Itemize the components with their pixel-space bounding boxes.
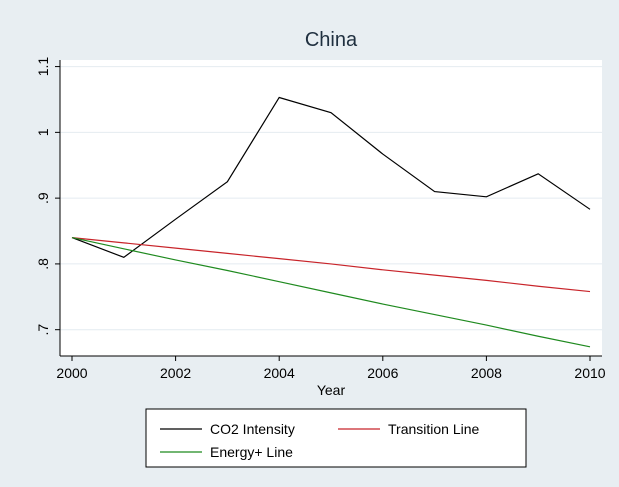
plot-area	[60, 60, 602, 356]
y-tick-label: .7	[35, 324, 51, 336]
x-tick-label: 2010	[574, 365, 605, 381]
legend-box	[146, 409, 526, 467]
legend-label: Energy+ Line	[210, 444, 293, 460]
legend-label: Transition Line	[388, 421, 480, 437]
x-axis-label: Year	[317, 382, 346, 398]
x-tick-label: 2002	[160, 365, 191, 381]
y-tick-label: .8	[35, 258, 51, 270]
legend-label: CO2 Intensity	[210, 421, 295, 437]
x-tick-label: 2000	[56, 365, 87, 381]
x-tick-label: 2008	[471, 365, 502, 381]
legend: CO2 Intensity Transition Line Energy+ Line	[146, 409, 526, 467]
y-tick-label: 1.1	[35, 57, 51, 77]
y-tick-label: 1	[35, 128, 51, 136]
y-tick-label: .9	[35, 192, 51, 204]
chart-title: China	[305, 29, 358, 51]
x-tick-label: 2006	[367, 365, 398, 381]
x-tick-label: 2004	[264, 365, 295, 381]
